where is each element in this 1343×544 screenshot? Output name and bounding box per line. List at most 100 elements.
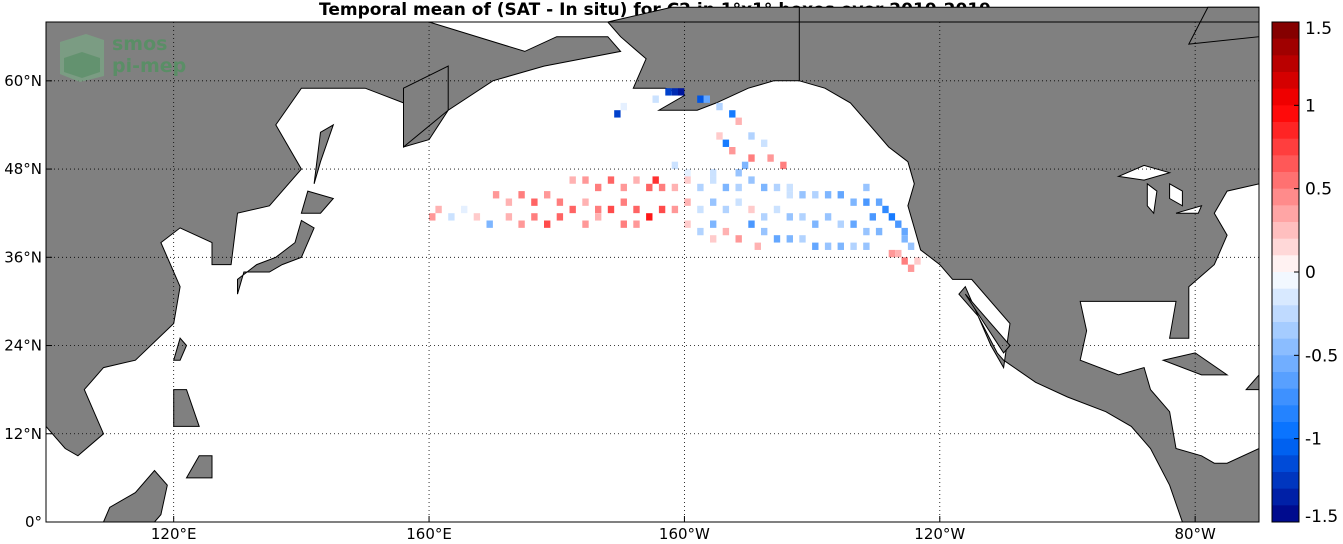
heatmap-cell xyxy=(697,183,704,192)
heatmap-cell xyxy=(837,242,844,250)
heatmap-cell xyxy=(435,205,442,214)
heatmap-cell xyxy=(901,257,908,265)
colorbar-swatch xyxy=(1272,472,1299,490)
heatmap-cell xyxy=(652,176,659,184)
luzon-land xyxy=(173,389,200,427)
logo-line2: pi-mep xyxy=(112,55,187,77)
heatmap-cell xyxy=(875,198,883,206)
heatmap-cell xyxy=(824,191,832,199)
heatmap-cell xyxy=(748,176,755,184)
heatmap-cell xyxy=(773,235,781,243)
heatmap-cell xyxy=(429,213,436,221)
heatmap-cell xyxy=(448,213,455,221)
lat-tick-label: 48°N xyxy=(4,160,42,178)
heatmap-cell xyxy=(582,176,589,184)
heatmap-cell xyxy=(595,183,602,192)
colorbar-swatch xyxy=(1272,138,1299,156)
heatmap-cell xyxy=(863,242,870,250)
heatmap-cells xyxy=(429,88,921,272)
heatmap-cell xyxy=(595,213,602,221)
heatmap-cell xyxy=(773,183,781,192)
colorbar-swatch xyxy=(1272,22,1299,40)
colorbar-swatch xyxy=(1272,322,1299,340)
heatmap-cell xyxy=(888,213,896,221)
lon-tick-label: 120°E xyxy=(151,525,197,543)
heatmap-cell xyxy=(850,198,857,206)
lat-tick-label: 36°N xyxy=(4,248,42,266)
heatmap-cell xyxy=(569,176,576,184)
colorbar-swatch xyxy=(1272,222,1299,240)
colorbar-swatch xyxy=(1272,438,1299,456)
heatmap-cell xyxy=(505,198,513,206)
heatmap-cell xyxy=(620,220,627,228)
heatmap-cell xyxy=(703,95,710,103)
colorbar-swatch xyxy=(1272,172,1299,190)
heatmap-cell xyxy=(735,169,742,177)
heatmap-cell xyxy=(786,183,793,192)
colorbar-swatch xyxy=(1272,488,1299,506)
lon-tick-label: 160°E xyxy=(406,525,452,543)
heatmap-cell xyxy=(716,102,723,111)
heatmap-cell xyxy=(486,220,493,228)
heatmap-cell xyxy=(761,139,768,147)
colorbar-swatch xyxy=(1272,188,1299,206)
heatmap-cell xyxy=(461,205,468,214)
colorbar-swatch xyxy=(1272,405,1299,423)
heatmap-cell xyxy=(607,205,615,214)
heatmap-cell xyxy=(722,183,730,192)
lat-tick-label: 0° xyxy=(25,513,42,531)
colorbar-swatch xyxy=(1272,38,1299,56)
heatmap-cell xyxy=(710,176,717,184)
heatmap-cell xyxy=(901,235,908,243)
heatmap-cell xyxy=(492,191,500,199)
map-frame xyxy=(45,21,1260,523)
colorbar-swatch xyxy=(1272,272,1299,290)
colorbar-swatch xyxy=(1272,238,1299,256)
heatmap-cell xyxy=(850,220,857,228)
colorbar-swatch xyxy=(1272,505,1299,523)
latitude-ticks: 0° 12°N 24°N 36°N 48°N 60°N xyxy=(4,72,52,531)
heatmap-cell xyxy=(633,176,640,184)
heatmap-cell xyxy=(786,213,793,221)
colorbar-swatch xyxy=(1272,155,1299,173)
heatmap-cell xyxy=(556,198,564,206)
heatmap-cell xyxy=(901,227,908,236)
heatmap-cell xyxy=(863,227,870,236)
colorbar-swatch xyxy=(1272,455,1299,473)
lake-huron xyxy=(1169,182,1183,207)
alaska-land xyxy=(606,6,826,111)
lake-erie xyxy=(1175,205,1203,214)
heatmap-cell xyxy=(614,110,621,118)
colorbar-label: -1 xyxy=(1305,430,1322,450)
heatmap-cell xyxy=(595,205,602,214)
heatmap-cell xyxy=(850,242,857,250)
heatmap-cell xyxy=(812,191,819,199)
heatmap-cell xyxy=(684,198,691,206)
colorbar-swatch xyxy=(1272,122,1299,140)
heatmap-cell xyxy=(735,235,742,243)
heatmap-cell xyxy=(735,183,742,192)
heatmap-cell xyxy=(914,257,921,265)
heatmap-cell xyxy=(824,213,832,221)
logo-line1: smos xyxy=(112,33,168,55)
heatmap-cell xyxy=(748,132,755,140)
borneo-land xyxy=(102,469,168,523)
colorbar-swatch xyxy=(1272,422,1299,440)
longitude-ticks: 120°E 160°E 160°W 120°W 80°W xyxy=(151,516,1216,543)
colorbar-label: 1 xyxy=(1305,96,1316,116)
kamchatka-land xyxy=(403,65,449,149)
heatmap-cell xyxy=(607,176,615,184)
japan-land xyxy=(237,219,315,295)
lat-tick-label: 60°N xyxy=(4,72,42,90)
colorbar-swatch xyxy=(1272,288,1299,306)
heatmap-cell xyxy=(646,183,653,192)
colorbar-swatch xyxy=(1272,372,1299,390)
heatmap-cell xyxy=(888,249,896,258)
sakhalin-land xyxy=(313,123,335,184)
heatmap-cell xyxy=(678,88,685,96)
mindanao-land xyxy=(185,455,213,479)
north-america-land xyxy=(798,6,1260,523)
heatmap-cell xyxy=(780,161,787,170)
heatmap-cell xyxy=(582,220,589,228)
heatmap-cell xyxy=(710,220,717,228)
